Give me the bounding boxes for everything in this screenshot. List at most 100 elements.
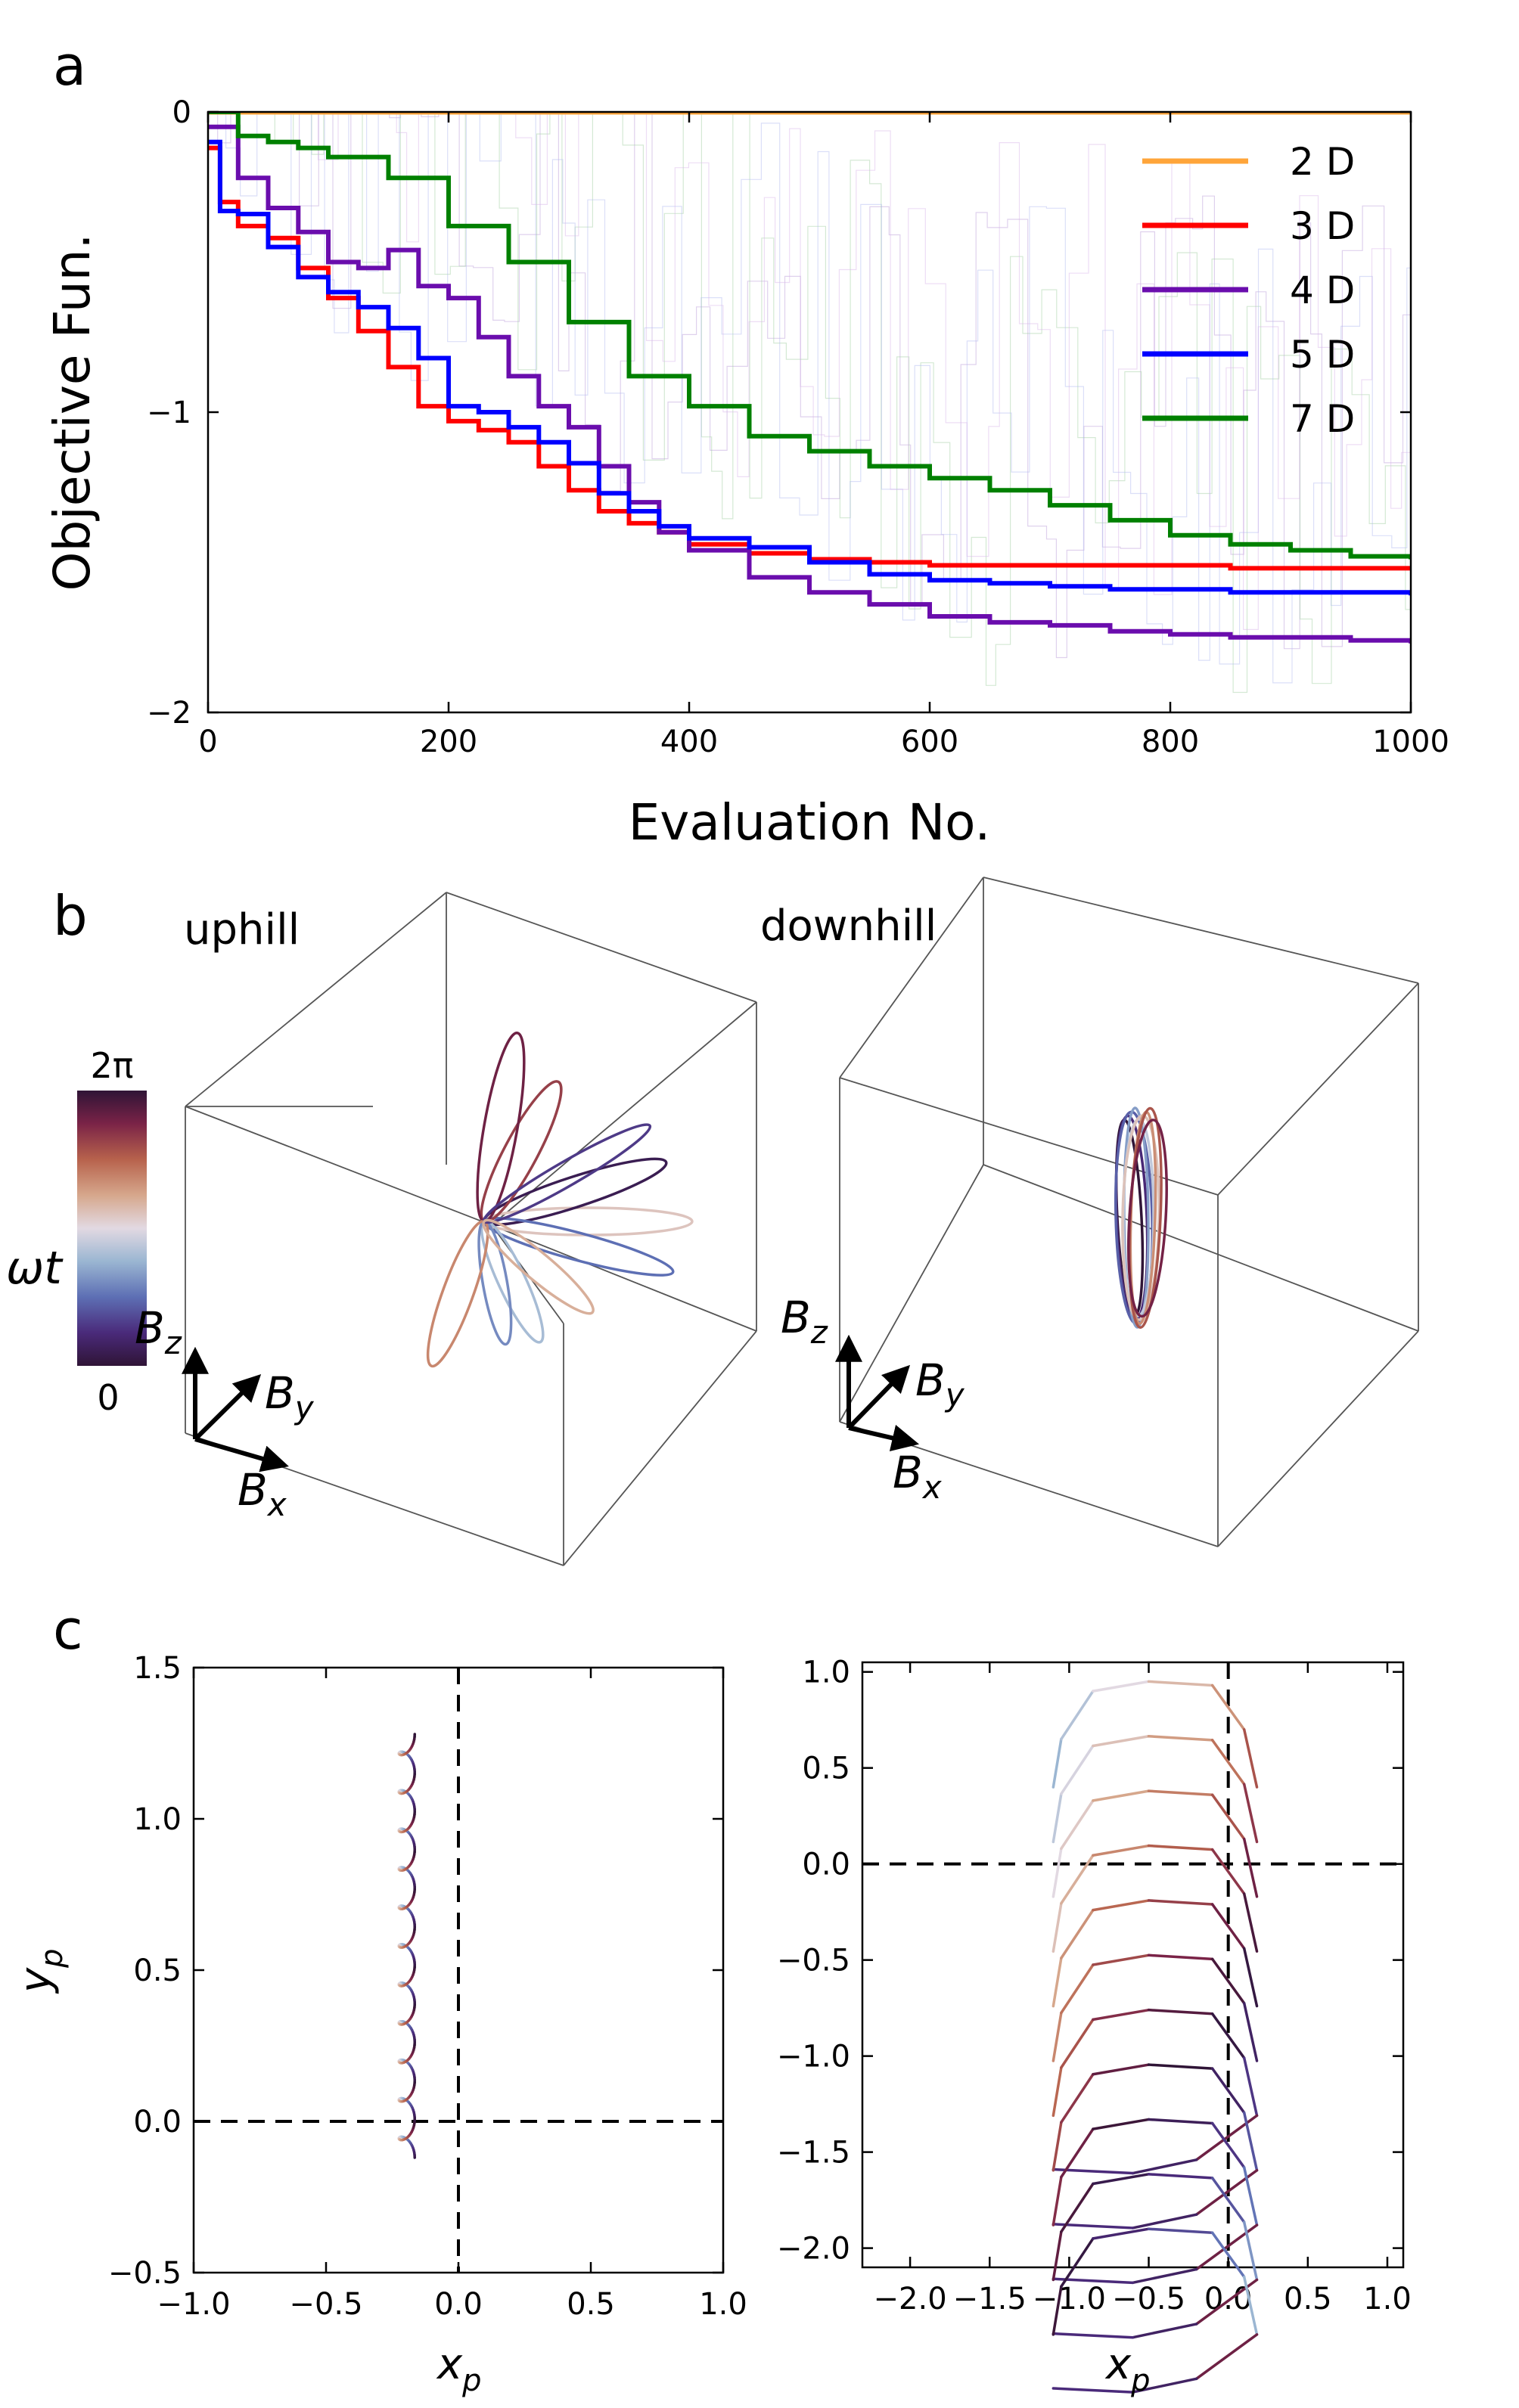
y-tick-label: 1.0 <box>802 1656 850 1690</box>
x-tick-label: −1.5 <box>953 2282 1027 2316</box>
trajectory-segment <box>1092 2173 1151 2186</box>
trajectory-segment <box>1147 1844 1214 1851</box>
trajectory-segment <box>1242 2275 1259 2336</box>
trajectory-segment <box>1147 1735 1214 1742</box>
x-tick-label: 600 <box>901 725 958 759</box>
y-tick-label: 0.5 <box>802 1752 850 1786</box>
downhill-trajectory <box>1114 1106 1168 1330</box>
uphill-axes: Bz By Bx <box>135 1302 315 1523</box>
y-tick-label: −0.5 <box>108 2256 182 2291</box>
trajectory-segment <box>1092 2118 1151 2130</box>
trajectory-segment <box>1092 1844 1151 1857</box>
bx-arrow <box>848 1424 920 1452</box>
legend-label: 4 D <box>1290 268 1355 312</box>
trajectory-segment <box>1147 1789 1214 1796</box>
x-tick-label: 1000 <box>1372 725 1449 759</box>
colorbar-min-label: 0 <box>97 1377 119 1418</box>
trajectory-segment <box>1131 2213 1198 2230</box>
downhill-title: downhill <box>760 901 937 951</box>
trajectory-segment <box>1060 2073 1095 2124</box>
panel-label-c: c <box>53 1598 83 1662</box>
uphill-loop <box>483 1157 668 1227</box>
bx-arrow <box>194 1437 289 1472</box>
trajectory-segment <box>1147 1953 1214 1961</box>
trajectory-segment <box>1060 2127 1095 2179</box>
y-tick-label: 0.0 <box>802 1848 850 1882</box>
legend-label: 7 D <box>1290 397 1355 441</box>
colorbar-max-label: 2π <box>91 1045 134 1086</box>
x-tick-label: −1.0 <box>1033 2282 1106 2316</box>
trajectory-segment <box>1060 1744 1095 1795</box>
trajectory-segment <box>1131 2158 1198 2175</box>
trajectory-segment <box>1242 2056 1259 2118</box>
x-tick-label: −0.5 <box>289 2287 362 2322</box>
trajectory-segment <box>1210 2177 1246 2224</box>
trajectory-segment <box>1051 1847 1063 1898</box>
trajectory-segment <box>1242 2111 1259 2172</box>
panel-label-a: a <box>53 34 86 98</box>
background-trace-1 <box>217 112 1411 659</box>
x-axis-label: xp <box>1104 2340 1151 2398</box>
trajectory-segment <box>1092 1789 1151 1802</box>
trajectory-segment <box>1242 1892 1259 1953</box>
trajectory-segment <box>1092 1680 1151 1693</box>
trajectory-segment <box>1051 2387 1135 2394</box>
uphill-loop <box>426 1220 489 1368</box>
background-trace-2 <box>274 112 1411 694</box>
trajectory-segment <box>1051 2285 1063 2336</box>
trajectory-segment <box>1210 2231 1246 2279</box>
legend-label: 5 D <box>1290 333 1355 377</box>
y-tick-label: −2.0 <box>777 2232 850 2267</box>
trajectory-segment <box>1242 2166 1259 2226</box>
trajectory-segment <box>1210 2012 1246 2059</box>
trajectory-segment <box>1147 2173 1214 2180</box>
panel-label-b: b <box>53 884 88 948</box>
trajectory-segment <box>1242 1837 1259 1898</box>
by-label: By <box>265 1367 315 1426</box>
bz-label: Bz <box>135 1302 182 1361</box>
downhill-axes: Bz By Bx <box>781 1292 965 1506</box>
trajectory-segment <box>1242 1783 1259 1844</box>
trajectory-segment <box>1210 1903 1246 1950</box>
y-axis-label: Objective Fun. <box>43 234 101 591</box>
trajectory-segment <box>1210 1793 1246 1841</box>
colorbar-gradient <box>77 1091 147 1366</box>
trajectory-segment <box>1051 2121 1063 2172</box>
trajectory <box>397 1733 416 2159</box>
bx-label: Bx <box>238 1464 287 1523</box>
x-axis-label: Evaluation No. <box>629 793 991 852</box>
trajectory-segment <box>1147 1899 1214 1906</box>
series-line-5d <box>208 139 1411 596</box>
trajectory-segment <box>1210 2067 1246 2115</box>
trajectory-segment <box>1060 1963 1095 2015</box>
trajectory-segment <box>1210 1848 1246 1895</box>
trajectory-segment <box>1210 1683 1246 1731</box>
x-tick-label: 0.5 <box>1284 2282 1332 2316</box>
trajectory-segment <box>1147 2118 1214 2125</box>
reference-lines <box>862 1662 1403 2267</box>
series-line-3d <box>208 145 1411 571</box>
trajectory-segment <box>1092 1735 1151 1748</box>
colorbar: 2π 0 ωt <box>6 1045 147 1418</box>
y-tick-label: 0.0 <box>133 2105 182 2140</box>
trajectory-segment <box>1131 2323 1198 2339</box>
trajectory-segment <box>1051 1737 1063 1789</box>
y-tick-label: −1.0 <box>777 2040 850 2074</box>
trajectory-segment <box>1051 1792 1063 1844</box>
by-label: By <box>915 1354 965 1413</box>
background-trace-4 <box>317 112 1411 630</box>
plot-frame <box>861 1661 1405 2269</box>
y-tick-label: −1.5 <box>777 2136 850 2171</box>
x-axis-label: xp <box>436 2340 482 2398</box>
y-tick-label: 0.5 <box>133 1953 182 1988</box>
series-line-7d <box>208 112 1411 560</box>
x-tick-label: −1.0 <box>157 2287 230 2322</box>
trajectory-segment <box>1060 1854 1095 1905</box>
trajectory-segment <box>1092 2227 1151 2240</box>
x-tick-label: 0.5 <box>567 2287 615 2322</box>
panel-a-chart: 0 200 400 600 800 1000 0 −1 −2 Evaluation No. O… <box>43 95 1449 852</box>
uphill-cube <box>185 892 757 1566</box>
trajectory-segment <box>1092 1953 1151 1966</box>
panel-c-left-chart: −1.0 −0.5 0.0 0.5 1.0−0.50.00.51.01.5 xp yp <box>11 1651 747 2398</box>
trajectory-segment <box>1147 2008 1214 2015</box>
